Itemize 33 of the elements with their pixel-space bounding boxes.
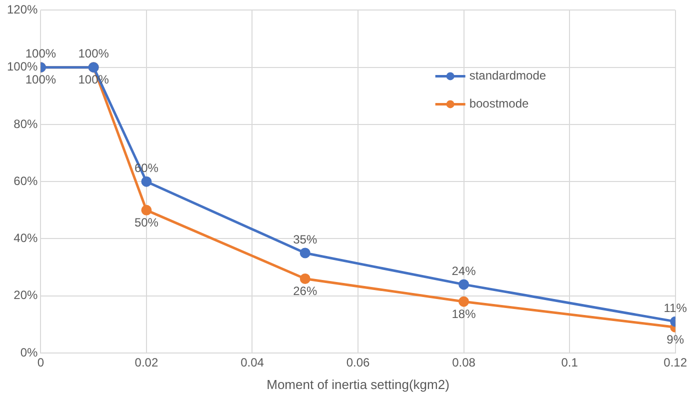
x-tick-label: 0.1: [561, 356, 578, 370]
point: [141, 176, 152, 187]
data-label: 35%: [293, 232, 318, 246]
y-tick-label: 60%: [14, 174, 38, 188]
point: [141, 204, 152, 216]
point: [458, 296, 470, 307]
point: [300, 273, 310, 284]
y-tick-label: 80%: [14, 116, 38, 131]
data-label: 100%: [25, 46, 56, 61]
data-label: 9%: [666, 332, 684, 347]
y-tick-label: 20%: [14, 288, 38, 302]
data-label: 100%: [25, 72, 56, 87]
legend-label: boostmode: [469, 96, 530, 111]
x-tick-label: 0.12: [664, 356, 688, 370]
x-tick-label: 0.04: [240, 356, 264, 370]
data-label: 24%: [452, 264, 476, 278]
point: [300, 248, 310, 258]
data-label: 50%: [134, 215, 159, 230]
x-tick-label: 0.08: [452, 356, 476, 370]
x-tick-label: 0.06: [346, 356, 370, 370]
legend-label: standardmode: [469, 68, 546, 83]
y-tick-label: 120%: [6, 2, 38, 17]
data-label: 100%: [78, 46, 110, 61]
data-label: 11%: [664, 300, 688, 315]
y-tick-label: 100%: [6, 60, 38, 74]
y-tick-label: 0%: [20, 345, 38, 360]
x-tick-label: 0.02: [134, 356, 158, 370]
y-tick-label: 40%: [14, 231, 38, 246]
x-axis-title: Moment of inertia setting(kgm2): [266, 376, 450, 392]
x-tick-label: 0: [37, 356, 44, 370]
data-label: 26%: [293, 284, 318, 298]
point: [458, 279, 470, 290]
data-label: 18%: [452, 306, 476, 321]
